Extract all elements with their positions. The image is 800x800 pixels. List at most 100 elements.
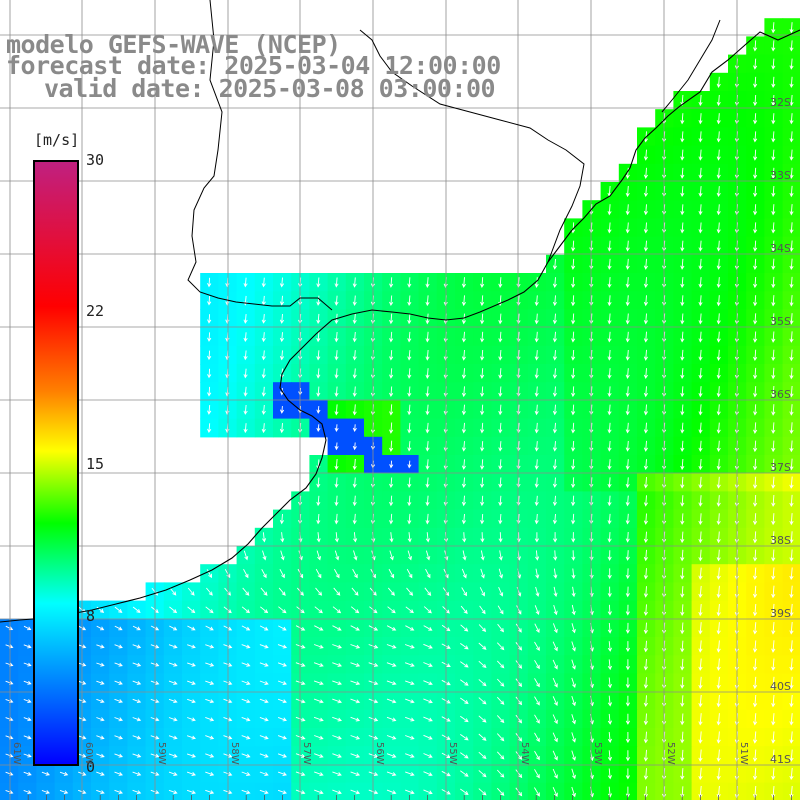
wind-arrow xyxy=(351,587,359,596)
wind-arrow xyxy=(498,477,503,489)
wind-arrow xyxy=(407,513,412,525)
wind-arrow xyxy=(552,386,557,398)
wind-arrow xyxy=(332,606,342,614)
wind-arrow xyxy=(716,222,721,234)
wind-arrow xyxy=(752,640,758,653)
wind-arrow xyxy=(571,404,576,416)
wind-arrow xyxy=(698,331,703,343)
wind-arrow xyxy=(460,697,469,704)
wind-arrow xyxy=(462,532,467,543)
wind-arrow xyxy=(461,422,466,434)
wind-arrow xyxy=(534,750,540,761)
wind-arrow xyxy=(771,713,776,726)
wind-arrow xyxy=(789,458,794,471)
wind-arrow xyxy=(625,185,630,198)
wind-arrow xyxy=(607,695,613,707)
wind-arrow xyxy=(607,477,612,489)
wind-arrow xyxy=(771,494,776,507)
wind-arrow xyxy=(534,623,540,633)
wind-arrow xyxy=(643,295,648,307)
wind-arrow xyxy=(423,734,433,740)
colorbar-tick-22: 22 xyxy=(86,302,105,320)
longitude-label: 56W xyxy=(374,742,385,765)
wind-arrow xyxy=(752,531,758,544)
wind-arrow xyxy=(625,495,630,507)
wind-arrow xyxy=(460,661,469,668)
wind-arrow xyxy=(625,459,630,470)
wind-arrow xyxy=(96,771,105,776)
wind-arrow xyxy=(480,550,485,561)
wind-arrow xyxy=(350,644,361,649)
wind-arrow xyxy=(23,698,32,703)
wind-arrow xyxy=(625,604,630,616)
wind-arrow xyxy=(716,404,721,416)
wind-arrow xyxy=(59,789,69,795)
wind-arrow xyxy=(534,678,540,688)
wind-arrow xyxy=(168,753,178,758)
wind-arrow xyxy=(388,568,395,579)
wind-arrow xyxy=(352,404,357,416)
wind-arrow xyxy=(625,732,630,744)
wind-arrow xyxy=(241,753,251,758)
wind-arrow xyxy=(753,276,758,289)
wind-arrow xyxy=(405,625,415,631)
wind-arrow xyxy=(480,386,485,398)
wind-arrow xyxy=(187,680,196,685)
wind-arrow xyxy=(553,586,558,598)
wind-arrow xyxy=(680,586,685,598)
wind-arrow xyxy=(334,295,339,306)
wind-arrow xyxy=(680,222,685,234)
wind-arrow xyxy=(498,404,503,416)
wind-arrow xyxy=(334,495,339,507)
latitude-label: 36S xyxy=(770,388,791,401)
wind-arrow xyxy=(552,404,557,416)
wind-arrow xyxy=(243,368,248,379)
wind-arrow xyxy=(407,295,412,307)
wind-arrow xyxy=(698,313,703,325)
wind-arrow xyxy=(625,677,630,689)
wind-arrow xyxy=(698,94,703,107)
wind-arrow xyxy=(407,404,412,416)
wind-arrow xyxy=(698,222,703,234)
wind-arrow xyxy=(716,186,721,198)
wind-arrow xyxy=(552,295,557,307)
wind-arrow xyxy=(259,680,269,685)
wind-arrow xyxy=(643,331,648,343)
wind-arrow xyxy=(625,386,630,398)
wind-arrow xyxy=(478,697,487,705)
wind-arrow xyxy=(168,698,178,704)
wind-arrow xyxy=(716,367,721,380)
latitude-label: 34S xyxy=(770,242,791,255)
wind-arrow xyxy=(625,295,630,307)
wind-arrow xyxy=(96,698,105,704)
wind-arrow xyxy=(405,606,414,614)
wind-arrow xyxy=(716,713,721,726)
wind-arrow xyxy=(205,698,215,704)
wind-arrow xyxy=(643,240,648,252)
wind-arrow xyxy=(423,625,433,631)
wind-arrow xyxy=(241,771,251,776)
wind-arrow xyxy=(207,314,212,324)
wind-arrow xyxy=(771,94,776,107)
wind-arrow xyxy=(535,586,540,597)
wind-arrow xyxy=(278,606,287,614)
wind-arrow xyxy=(771,440,776,453)
wind-arrow xyxy=(571,623,576,634)
wind-arrow xyxy=(752,731,758,744)
wind-arrow xyxy=(277,735,287,740)
wind-arrow xyxy=(607,713,613,725)
wind-arrow xyxy=(316,477,321,488)
wind-arrow xyxy=(261,404,266,415)
wind-arrow xyxy=(277,771,287,776)
wind-arrow xyxy=(698,513,703,526)
wind-arrow xyxy=(789,149,794,161)
wind-arrow xyxy=(698,604,703,617)
wind-arrow xyxy=(277,753,287,758)
wind-arrow xyxy=(535,568,540,579)
wind-arrow xyxy=(771,258,776,271)
wind-arrow xyxy=(425,513,430,525)
wind-arrow xyxy=(789,731,794,744)
wind-arrow xyxy=(716,731,721,744)
wind-arrow xyxy=(607,386,612,398)
